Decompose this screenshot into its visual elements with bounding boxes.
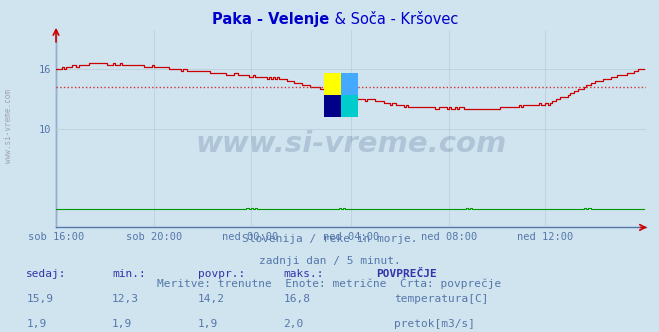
Bar xyxy=(324,73,341,95)
Text: povpr.:: povpr.: xyxy=(198,269,245,279)
Text: sedaj:: sedaj: xyxy=(26,269,67,279)
Text: 1,9: 1,9 xyxy=(198,319,218,329)
Text: 16,8: 16,8 xyxy=(283,294,310,304)
Bar xyxy=(324,95,341,117)
Text: www.si-vreme.com: www.si-vreme.com xyxy=(195,130,507,158)
Text: 1,9: 1,9 xyxy=(26,319,47,329)
Text: zadnji dan / 5 minut.: zadnji dan / 5 minut. xyxy=(258,256,401,266)
Bar xyxy=(341,73,358,95)
Text: Slovenija / reke in morje.: Slovenija / reke in morje. xyxy=(242,234,417,244)
Text: POVPREČJE: POVPREČJE xyxy=(376,269,436,279)
Text: www.si-vreme.com: www.si-vreme.com xyxy=(4,89,13,163)
Text: Meritve: trenutne  Enote: metrične  Črta: povprečje: Meritve: trenutne Enote: metrične Črta: … xyxy=(158,277,501,289)
Text: 12,3: 12,3 xyxy=(112,294,139,304)
Text: maks.:: maks.: xyxy=(283,269,324,279)
Text: temperatura[C]: temperatura[C] xyxy=(394,294,488,304)
Text: pretok[m3/s]: pretok[m3/s] xyxy=(394,319,475,329)
Text: 14,2: 14,2 xyxy=(198,294,225,304)
Text: 1,9: 1,9 xyxy=(112,319,132,329)
Text: 15,9: 15,9 xyxy=(26,294,53,304)
Text: 2,0: 2,0 xyxy=(283,319,304,329)
Text: min.:: min.: xyxy=(112,269,146,279)
Text: & Soča - Kršovec: & Soča - Kršovec xyxy=(330,12,458,27)
Text: Paka - Velenje: Paka - Velenje xyxy=(212,12,330,27)
Bar xyxy=(341,95,358,117)
